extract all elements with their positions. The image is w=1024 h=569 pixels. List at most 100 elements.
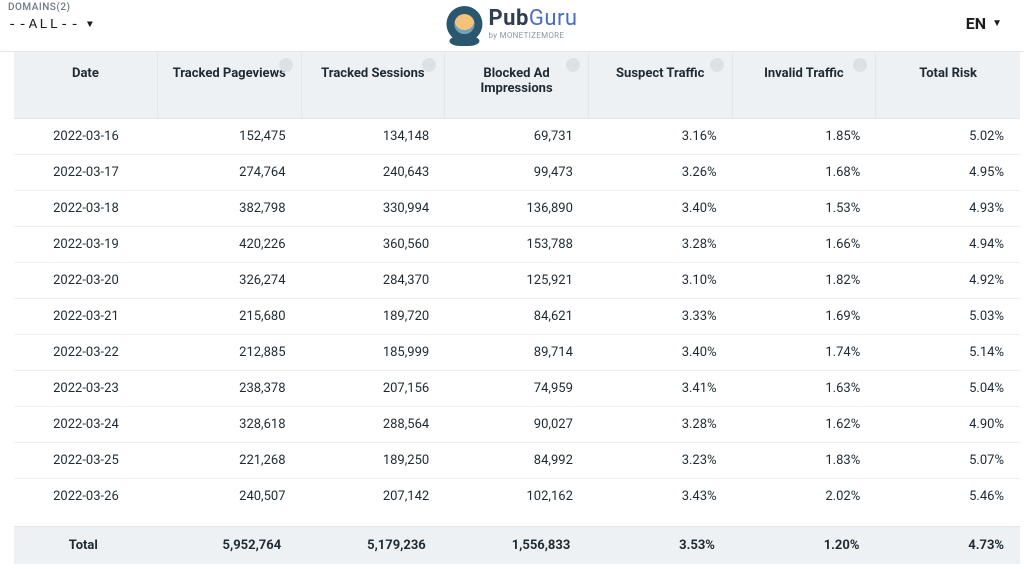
column-header-date: Date bbox=[14, 52, 158, 119]
cell-blocked_ad_impr: 89,714 bbox=[445, 335, 589, 371]
totals-sessions: 5,179,236 bbox=[297, 527, 442, 564]
brand-accent: Guru bbox=[529, 6, 578, 31]
column-header-suspect_traffic[interactable]: Suspect Traffic bbox=[589, 52, 733, 119]
totals-blocked: 1,556,833 bbox=[442, 527, 587, 564]
column-header-total_risk: Total Risk bbox=[876, 52, 1020, 119]
brand-logo[interactable]: PubGuru by MONETIZEMORE bbox=[446, 6, 577, 42]
cell-date: 2022-03-16 bbox=[14, 119, 158, 155]
cell-invalid_traffic: 1.83% bbox=[733, 443, 877, 479]
cell-suspect_traffic: 3.41% bbox=[589, 371, 733, 407]
cell-blocked_ad_impr: 99,473 bbox=[445, 155, 589, 191]
cell-tracked_pageviews: 420,226 bbox=[158, 227, 302, 263]
table-row: 2022-03-24328,618288,56490,0273.28%1.62%… bbox=[14, 407, 1020, 443]
cell-tracked_pageviews: 152,475 bbox=[158, 119, 302, 155]
cell-blocked_ad_impr: 153,788 bbox=[445, 227, 589, 263]
cell-total_risk: 4.95% bbox=[876, 155, 1020, 191]
cell-total_risk: 4.92% bbox=[876, 263, 1020, 299]
logo-mark-icon bbox=[446, 6, 482, 42]
cell-total_risk: 5.07% bbox=[876, 443, 1020, 479]
domains-select[interactable]: --ALL-- ▼ bbox=[8, 17, 95, 33]
sort-icon[interactable] bbox=[279, 58, 293, 72]
cell-blocked_ad_impr: 136,890 bbox=[445, 191, 589, 227]
cell-suspect_traffic: 3.33% bbox=[589, 299, 733, 335]
cell-total_risk: 5.14% bbox=[876, 335, 1020, 371]
cell-date: 2022-03-25 bbox=[14, 443, 158, 479]
totals-suspect: 3.53% bbox=[586, 527, 731, 564]
cell-suspect_traffic: 3.28% bbox=[589, 227, 733, 263]
sort-icon[interactable] bbox=[422, 58, 436, 72]
cell-invalid_traffic: 1.53% bbox=[733, 191, 877, 227]
totals-risk: 4.73% bbox=[875, 527, 1020, 564]
cell-blocked_ad_impr: 74,959 bbox=[445, 371, 589, 407]
sort-icon[interactable] bbox=[566, 58, 580, 72]
cell-date: 2022-03-18 bbox=[14, 191, 158, 227]
column-header-invalid_traffic[interactable]: Invalid Traffic bbox=[733, 52, 877, 119]
cell-date: 2022-03-19 bbox=[14, 227, 158, 263]
cell-total_risk: 5.02% bbox=[876, 119, 1020, 155]
cell-date: 2022-03-20 bbox=[14, 263, 158, 299]
cell-tracked_sessions: 207,156 bbox=[302, 371, 446, 407]
cell-invalid_traffic: 1.62% bbox=[733, 407, 877, 443]
logo-text: PubGuru by MONETIZEMORE bbox=[488, 8, 577, 40]
caret-down-icon: ▼ bbox=[992, 18, 1002, 29]
data-table: DateTracked PageviewsTracked SessionsBlo… bbox=[14, 52, 1020, 119]
table-row: 2022-03-21215,680189,72084,6213.33%1.69%… bbox=[14, 299, 1020, 335]
cell-tracked_sessions: 284,370 bbox=[302, 263, 446, 299]
cell-suspect_traffic: 3.43% bbox=[589, 479, 733, 514]
domains-label: DOMAINS(2) bbox=[8, 2, 95, 13]
cell-invalid_traffic: 1.82% bbox=[733, 263, 877, 299]
cell-tracked_sessions: 134,148 bbox=[302, 119, 446, 155]
cell-tracked_sessions: 207,142 bbox=[302, 479, 446, 514]
cell-suspect_traffic: 3.28% bbox=[589, 407, 733, 443]
brand-byline: by MONETIZEMORE bbox=[488, 32, 577, 40]
cell-date: 2022-03-17 bbox=[14, 155, 158, 191]
table-row: 2022-03-22212,885185,99989,7143.40%1.74%… bbox=[14, 335, 1020, 371]
cell-total_risk: 5.04% bbox=[876, 371, 1020, 407]
cell-suspect_traffic: 3.16% bbox=[589, 119, 733, 155]
cell-date: 2022-03-24 bbox=[14, 407, 158, 443]
cell-tracked_pageviews: 326,274 bbox=[158, 263, 302, 299]
table-head: DateTracked PageviewsTracked SessionsBlo… bbox=[14, 52, 1020, 119]
column-header-tracked_pageviews[interactable]: Tracked Pageviews bbox=[158, 52, 302, 119]
cell-invalid_traffic: 1.74% bbox=[733, 335, 877, 371]
domains-filter: DOMAINS(2) --ALL-- ▼ bbox=[8, 2, 95, 33]
cell-tracked_sessions: 189,720 bbox=[302, 299, 446, 335]
cell-date: 2022-03-21 bbox=[14, 299, 158, 335]
cell-date: 2022-03-23 bbox=[14, 371, 158, 407]
cell-total_risk: 4.94% bbox=[876, 227, 1020, 263]
sort-icon[interactable] bbox=[853, 58, 867, 72]
table-row: 2022-03-19420,226360,560153,7883.28%1.66… bbox=[14, 227, 1020, 263]
table-scroll-body[interactable]: 2022-03-16152,475134,14869,7313.16%1.85%… bbox=[14, 119, 1024, 514]
data-table-body: 2022-03-16152,475134,14869,7313.16%1.85%… bbox=[14, 119, 1020, 514]
table-row: 2022-03-23238,378207,15674,9593.41%1.63%… bbox=[14, 371, 1020, 407]
cell-tracked_pageviews: 221,268 bbox=[158, 443, 302, 479]
totals-label: Total bbox=[14, 527, 153, 564]
cell-tracked_pageviews: 274,764 bbox=[158, 155, 302, 191]
language-select[interactable]: EN ▼ bbox=[966, 14, 1002, 33]
table-container: DateTracked PageviewsTracked SessionsBlo… bbox=[0, 52, 1024, 569]
table-row: 2022-03-17274,764240,64399,4733.26%1.68%… bbox=[14, 155, 1020, 191]
cell-blocked_ad_impr: 69,731 bbox=[445, 119, 589, 155]
cell-tracked_pageviews: 215,680 bbox=[158, 299, 302, 335]
column-header-blocked_ad_impr[interactable]: Blocked Ad Impressions bbox=[445, 52, 589, 119]
cell-blocked_ad_impr: 125,921 bbox=[445, 263, 589, 299]
sort-icon[interactable] bbox=[710, 58, 724, 72]
cell-total_risk: 5.03% bbox=[876, 299, 1020, 335]
column-header-tracked_sessions[interactable]: Tracked Sessions bbox=[302, 52, 446, 119]
topbar: DOMAINS(2) --ALL-- ▼ PubGuru by MONETIZE… bbox=[0, 0, 1024, 52]
cell-tracked_sessions: 288,564 bbox=[302, 407, 446, 443]
cell-total_risk: 4.93% bbox=[876, 191, 1020, 227]
cell-date: 2022-03-26 bbox=[14, 479, 158, 514]
table-row: 2022-03-16152,475134,14869,7313.16%1.85%… bbox=[14, 119, 1020, 155]
cell-tracked_pageviews: 328,618 bbox=[158, 407, 302, 443]
cell-date: 2022-03-22 bbox=[14, 335, 158, 371]
cell-invalid_traffic: 1.85% bbox=[733, 119, 877, 155]
table-row: 2022-03-25221,268189,25084,9923.23%1.83%… bbox=[14, 443, 1020, 479]
cell-tracked_pageviews: 382,798 bbox=[158, 191, 302, 227]
cell-tracked_pageviews: 240,507 bbox=[158, 479, 302, 514]
table-row: 2022-03-26240,507207,142102,1623.43%2.02… bbox=[14, 479, 1020, 514]
cell-total_risk: 5.46% bbox=[876, 479, 1020, 514]
domains-select-value: --ALL-- bbox=[8, 17, 81, 33]
cell-blocked_ad_impr: 102,162 bbox=[445, 479, 589, 514]
totals-pageviews: 5,952,764 bbox=[153, 527, 298, 564]
